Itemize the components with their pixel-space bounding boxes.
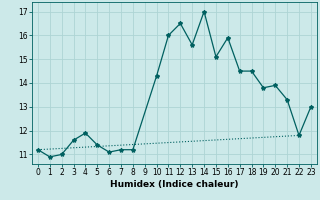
- X-axis label: Humidex (Indice chaleur): Humidex (Indice chaleur): [110, 180, 239, 189]
